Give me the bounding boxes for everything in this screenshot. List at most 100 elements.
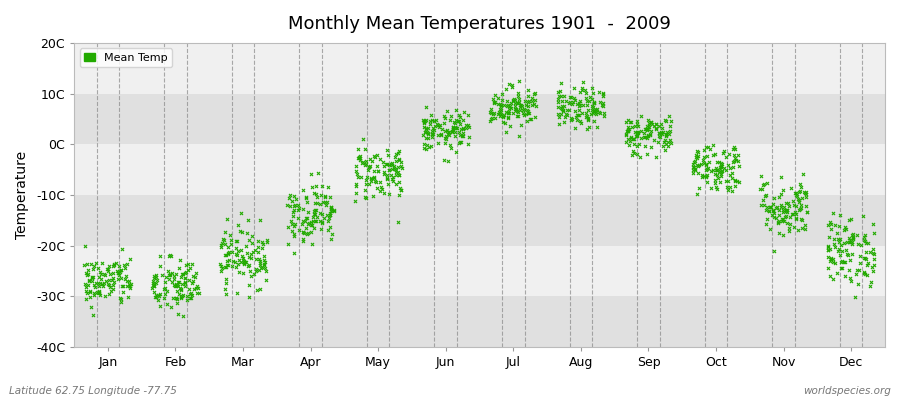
Point (551, 104, 565, 110)
Point (105, 263, 120, 270)
Point (575, 102, 590, 108)
Point (300, 231, 314, 237)
Point (258, 277, 273, 284)
Point (303, 170, 318, 177)
Point (753, 172, 768, 179)
Point (822, 234, 836, 240)
Point (649, 126, 663, 132)
Point (389, 150, 403, 157)
Point (371, 168, 385, 174)
Point (356, 159, 370, 166)
Point (256, 240, 270, 247)
Point (147, 283, 161, 290)
Point (661, 129, 675, 135)
Point (513, 104, 527, 110)
Point (659, 118, 673, 124)
Point (219, 241, 233, 247)
Point (760, 204, 774, 210)
Point (426, 116, 440, 123)
Point (689, 162, 704, 168)
Point (574, 110, 589, 116)
Point (220, 257, 235, 264)
Point (727, 152, 742, 158)
Point (504, 105, 518, 112)
Text: worldspecies.org: worldspecies.org (803, 386, 891, 396)
Point (380, 161, 394, 168)
Point (84, 304, 98, 310)
Point (416, 132, 430, 138)
Point (123, 256, 138, 263)
Point (105, 270, 120, 276)
Point (389, 168, 403, 175)
Point (590, 124, 605, 130)
Point (567, 95, 581, 102)
Point (512, 132, 526, 139)
Point (230, 238, 244, 245)
Point (699, 167, 714, 173)
Point (392, 172, 407, 178)
Point (386, 178, 400, 184)
Point (658, 130, 672, 137)
Point (661, 138, 675, 145)
Point (360, 174, 374, 181)
Point (302, 230, 316, 236)
Point (771, 220, 786, 226)
Point (630, 133, 644, 139)
Point (661, 143, 675, 149)
Point (844, 278, 859, 284)
Point (632, 141, 646, 147)
Point (456, 126, 471, 132)
Point (824, 219, 838, 225)
Point (253, 260, 267, 266)
Point (638, 126, 652, 132)
Point (850, 280, 865, 287)
Point (562, 94, 577, 100)
Point (302, 220, 316, 226)
Point (866, 250, 880, 256)
Point (491, 94, 506, 101)
Point (501, 110, 516, 117)
Point (86, 290, 101, 296)
Point (527, 90, 542, 96)
Point (624, 135, 638, 142)
Point (176, 291, 190, 298)
Point (620, 128, 634, 134)
Point (757, 202, 771, 208)
Point (115, 283, 130, 290)
Point (375, 186, 390, 192)
Point (521, 98, 535, 104)
Point (389, 158, 403, 165)
Point (453, 114, 467, 120)
Point (322, 210, 337, 216)
Point (111, 270, 125, 276)
Point (767, 195, 781, 202)
Point (382, 166, 397, 173)
Point (774, 191, 788, 198)
Point (511, 96, 526, 102)
Point (596, 100, 610, 106)
Point (453, 140, 467, 146)
Point (560, 112, 574, 118)
Point (252, 216, 266, 223)
Point (457, 109, 472, 115)
Point (86, 263, 101, 269)
Point (114, 299, 129, 306)
Bar (74, 195, 885, 246)
Point (291, 206, 305, 213)
Point (714, 160, 728, 166)
Point (113, 267, 128, 273)
Point (842, 239, 857, 246)
Point (287, 193, 302, 199)
Point (432, 122, 446, 128)
Point (786, 198, 800, 204)
Point (233, 228, 248, 234)
Point (727, 146, 742, 153)
Point (455, 133, 470, 140)
Point (779, 206, 794, 213)
Point (186, 278, 201, 284)
Point (595, 102, 609, 108)
Point (495, 97, 509, 104)
Point (716, 150, 731, 156)
Point (866, 246, 880, 252)
Point (780, 207, 795, 213)
